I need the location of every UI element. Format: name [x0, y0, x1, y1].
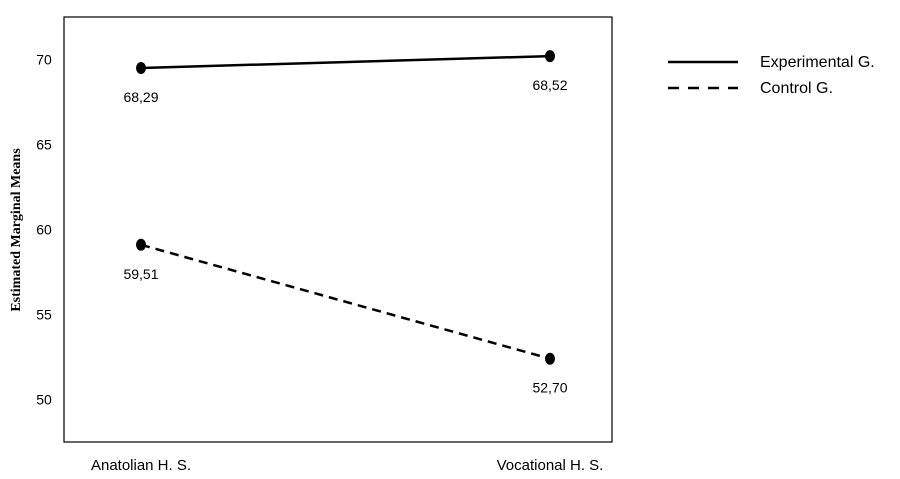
legend: Experimental G. Control G.: [668, 54, 875, 97]
series-layer: 68,29 68,52 59,51 52,70: [123, 50, 568, 396]
y-tick-label: 65: [36, 137, 52, 153]
y-tick-label: 60: [36, 222, 52, 238]
legend-label: Experimental G.: [760, 54, 875, 71]
x-tick-label: Anatolian H. S.: [91, 457, 191, 474]
data-point: [136, 62, 146, 74]
legend-label: Control G.: [760, 80, 833, 97]
series-line-experimental: [140, 54, 551, 70]
data-label: 68,29: [123, 89, 158, 105]
data-point: [545, 352, 555, 365]
y-axis: 50 55 60 65 70: [36, 52, 52, 408]
plot-frame: [63, 16, 613, 443]
data-label: 68,52: [532, 77, 567, 93]
x-tick-label: Vocational H. S.: [497, 457, 604, 474]
x-axis: Anatolian H. S. Vocational H. S.: [91, 457, 603, 474]
data-point: [136, 238, 146, 251]
data-label: 52,70: [532, 380, 567, 396]
y-tick-label: 50: [36, 392, 52, 408]
y-axis-label: Estimated Marginal Means: [9, 148, 24, 312]
y-tick-label: 55: [36, 307, 52, 323]
data-label: 59,51: [123, 266, 158, 282]
data-point: [545, 50, 555, 63]
series-line-control: [140, 243, 551, 360]
y-tick-label: 70: [36, 52, 52, 68]
